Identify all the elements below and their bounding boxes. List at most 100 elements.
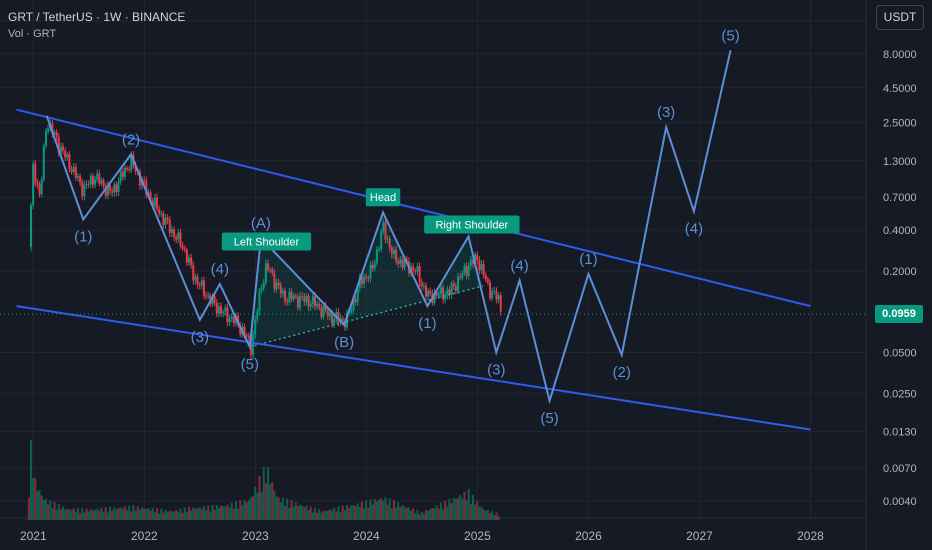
candle-body	[420, 282, 423, 287]
candle-body	[373, 263, 376, 269]
candle-body	[192, 265, 195, 281]
volume-bar	[335, 511, 338, 520]
price-tick-label: 0.4000	[883, 225, 917, 237]
volume-bar	[328, 509, 331, 520]
volume-bar	[181, 512, 184, 520]
wave-label: (3)	[191, 329, 209, 346]
volume-bar	[62, 506, 65, 520]
wave-label: (A)	[251, 215, 271, 232]
candle-body	[254, 319, 257, 335]
candle-body	[91, 175, 94, 185]
volume-bar	[395, 507, 398, 520]
candle-body	[126, 168, 129, 170]
volume-bar	[205, 510, 208, 520]
volume-bar	[403, 506, 406, 520]
volume-bar	[237, 508, 240, 520]
volume-bar	[382, 500, 385, 520]
volume-bar	[461, 498, 464, 520]
candle-body	[301, 295, 304, 297]
volume-bar	[196, 507, 199, 520]
candle-body	[356, 288, 359, 302]
volume-bar	[136, 506, 139, 520]
volume-bar	[226, 504, 229, 520]
volume-bar	[371, 504, 374, 520]
candle-body	[109, 184, 112, 191]
volume-bar	[407, 507, 410, 520]
volume-bar	[66, 509, 69, 520]
candle-body	[416, 266, 419, 272]
candle-body	[369, 264, 372, 279]
volume-bar	[414, 513, 417, 520]
volume-bar	[493, 514, 496, 520]
pattern-label: Head	[370, 192, 396, 204]
candle-body	[79, 176, 82, 183]
volume-bar	[256, 492, 259, 520]
volume-bar	[234, 501, 237, 520]
candle-body	[395, 249, 398, 262]
time-tick-label: 2028	[797, 529, 824, 543]
candle-body	[252, 334, 255, 355]
wave-label: (3)	[487, 361, 505, 378]
candle-body	[491, 291, 494, 299]
candle-body	[158, 209, 161, 214]
candle-body	[89, 175, 92, 185]
volume-bar	[365, 500, 368, 520]
volume-bar	[158, 513, 161, 520]
candle-body	[36, 182, 39, 185]
candle-body	[153, 197, 156, 207]
candle-body	[57, 136, 60, 153]
volume-bar	[375, 501, 378, 520]
candle-body	[284, 290, 287, 302]
price-tick-label: 0.0130	[883, 427, 917, 439]
volume-bar	[109, 507, 112, 520]
wave-label: (5)	[540, 410, 558, 427]
volume-bar	[260, 491, 263, 520]
time-tick-label: 2026	[575, 529, 602, 543]
volume-bar	[200, 508, 203, 520]
candle-body	[375, 249, 378, 264]
symbol-title[interactable]: GRT / TetherUS · 1W · BINANCE	[8, 10, 186, 24]
volume-bar	[32, 478, 35, 520]
volume-bar	[96, 508, 99, 520]
volume-bar	[360, 501, 363, 520]
candle-body	[38, 184, 41, 194]
candle-body	[446, 289, 449, 296]
volume-bar	[337, 506, 340, 520]
volume-bar	[286, 498, 289, 520]
volume-bar	[331, 510, 334, 520]
volume-bar	[288, 508, 291, 520]
volume-bar	[121, 508, 124, 520]
candle-body	[489, 282, 492, 299]
volume-bar	[339, 512, 342, 520]
candle-body	[390, 247, 393, 255]
volume-bar	[476, 501, 479, 520]
volume-bar	[27, 497, 30, 520]
candle-body	[30, 204, 33, 248]
elliott-wave-path	[45, 50, 732, 405]
volume-bar	[134, 510, 137, 520]
volume-legend[interactable]: Vol · GRT	[8, 28, 57, 40]
volume-bar	[333, 507, 336, 520]
volume-bar	[309, 506, 312, 520]
volume-bar	[354, 505, 357, 520]
wave-label: (4)	[211, 261, 229, 278]
volume-bar	[482, 509, 485, 520]
volume-bar	[446, 506, 449, 520]
wave-label: (4)	[685, 220, 703, 237]
pattern-shading	[249, 212, 483, 347]
last-price-tag: 0.0959	[875, 305, 923, 324]
volume-bar	[266, 467, 269, 520]
wave-label: (4)	[510, 257, 528, 274]
volume-bar	[397, 502, 400, 520]
currency-button[interactable]: USDT	[876, 5, 924, 30]
candle-body	[345, 313, 348, 328]
candle-body	[363, 276, 366, 284]
candle-body	[40, 179, 43, 194]
candle-body	[305, 295, 308, 302]
volume-bar	[489, 512, 492, 520]
candle-body	[442, 287, 445, 300]
volume-bar	[433, 508, 436, 520]
volume-bar	[459, 495, 462, 520]
candle-body	[262, 282, 265, 288]
volume-bar	[104, 507, 107, 520]
